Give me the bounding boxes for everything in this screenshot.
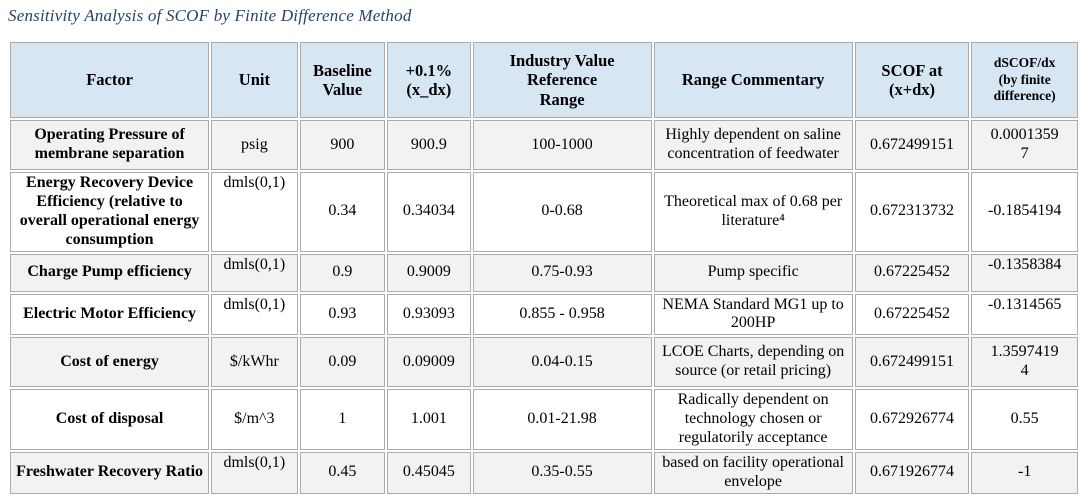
cell-scof: 0.672926774: [854, 389, 970, 450]
cell-range: 0.01-21.98: [472, 389, 652, 450]
cell-factor: Operating Pressure of membrane separatio…: [10, 120, 210, 170]
cell-plus: 1.001: [387, 389, 471, 450]
cell-baseline: 1: [299, 389, 386, 450]
cell-scof: 0.672499151: [854, 120, 970, 170]
cell-commentary: based on facility operational envelope: [653, 451, 853, 494]
column-header-scof: SCOF at (x+dx): [854, 42, 970, 118]
cell-plus: 0.34034: [387, 172, 471, 252]
cell-range: 0.855 - 0.958: [472, 293, 652, 336]
cell-factor: Electric Motor Efficiency: [10, 293, 210, 336]
cell-commentary: NEMA Standard MG1 up to 200HP: [653, 293, 853, 336]
cell-factor: Cost of disposal: [10, 389, 210, 450]
cell-factor: Charge Pump efficiency: [10, 253, 210, 292]
cell-baseline: 0.09: [299, 337, 386, 388]
table-row: Cost of disposal $/m^3 1 1.001 0.01-21.98 Rad…: [10, 389, 1078, 450]
cell-unit: $/m^3: [211, 389, 298, 450]
cell-unit: dmls(0,1): [211, 451, 298, 494]
cell-baseline: 0.34: [299, 172, 386, 252]
table-row: Charge Pump efficiency dmls(0,1) 0.9 0.9009…: [10, 253, 1078, 292]
cell-unit: psig: [211, 120, 298, 170]
cell-unit: dmls(0,1): [211, 172, 298, 252]
cell-range: 0.75-0.93: [472, 253, 652, 292]
column-header-unit: Unit: [211, 42, 298, 118]
cell-plus: 900.9: [387, 120, 471, 170]
cell-plus: 0.45045: [387, 451, 471, 494]
table-row: Freshwater Recovery Ratio dmls(0,1) 0.45 0.…: [10, 451, 1078, 494]
cell-scof: 0.67225452: [854, 293, 970, 336]
cell-dscof: -0.1358384: [971, 253, 1078, 292]
cell-commentary: Pump specific: [653, 253, 853, 292]
cell-scof: 0.672313732: [854, 172, 970, 252]
dscof-value: 0.00013597: [990, 126, 1059, 162]
dscof-value: -0.1314565: [988, 295, 1062, 313]
header-row: Factor Unit Baseline Value +0.1% (x_dx) Indu…: [10, 42, 1078, 118]
cell-unit: $/kWhr: [211, 337, 298, 388]
cell-range: 0-0.68: [472, 172, 652, 252]
cell-dscof: 0.00013597: [971, 120, 1078, 170]
cell-scof: 0.672499151: [854, 337, 970, 388]
table-row: Energy Recovery Device Efficiency (relat…: [10, 172, 1078, 252]
cell-commentary: Radically dependent on technology chosen…: [653, 389, 853, 450]
cell-baseline: 0.45: [299, 451, 386, 494]
column-header-range: Industry Value Reference Range: [472, 42, 652, 118]
cell-scof: 0.671926774: [854, 451, 970, 494]
cell-baseline: 0.93: [299, 293, 386, 336]
table-row: Electric Motor Efficiency dmls(0,1) 0.93 0.…: [10, 293, 1078, 336]
cell-dscof: -0.1854194: [971, 172, 1078, 252]
dscof-value: -0.1854194: [988, 202, 1062, 220]
cell-range: 0.04-0.15: [472, 337, 652, 388]
cell-baseline: 0.9: [299, 253, 386, 292]
dscof-value: 0.55: [1010, 410, 1039, 428]
column-header-plus: +0.1% (x_dx): [387, 42, 471, 118]
cell-unit: dmls(0,1): [211, 293, 298, 336]
cell-commentary: Highly dependent on saline concentration…: [653, 120, 853, 170]
cell-range: 100-1000: [472, 120, 652, 170]
cell-plus: 0.9009: [387, 253, 471, 292]
cell-commentary: Theoretical max of 0.68 per literature⁴: [653, 172, 853, 252]
cell-factor: Cost of energy: [10, 337, 210, 388]
table-body: Operating Pressure of membrane separatio…: [10, 120, 1078, 494]
sensitivity-table: Factor Unit Baseline Value +0.1% (x_dx) Indu…: [8, 40, 1080, 496]
cell-dscof: 1.35974194: [971, 337, 1078, 388]
cell-unit: dmls(0,1): [211, 253, 298, 292]
column-header-commentary: Range Commentary: [653, 42, 853, 118]
dscof-value: 1.35974194: [990, 343, 1059, 380]
cell-baseline: 900: [299, 120, 386, 170]
cell-plus: 0.93093: [387, 293, 471, 336]
column-header-factor: Factor: [10, 42, 210, 118]
dscof-value: -1: [1018, 463, 1032, 481]
cell-plus: 0.09009: [387, 337, 471, 388]
column-header-dscof: dSCOF/dx (by finite difference): [971, 42, 1078, 118]
cell-factor: Freshwater Recovery Ratio: [10, 451, 210, 494]
cell-dscof: 0.55: [971, 389, 1078, 450]
table-row: Cost of energy $/kWhr 0.09 0.09009 0.04-0.15…: [10, 337, 1078, 388]
table-caption: Sensitivity Analysis of SCOF by Finite D…: [8, 6, 412, 25]
cell-scof: 0.67225452: [854, 253, 970, 292]
cell-factor: Energy Recovery Device Efficiency (relat…: [10, 172, 210, 252]
cell-commentary: LCOE Charts, depending on source (or ret…: [653, 337, 853, 388]
cell-dscof: -1: [971, 451, 1078, 494]
table-row: Operating Pressure of membrane separatio…: [10, 120, 1078, 170]
cell-dscof: -0.1314565: [971, 293, 1078, 336]
cell-range: 0.35-0.55: [472, 451, 652, 494]
dscof-value: -0.1358384: [988, 255, 1062, 273]
column-header-baseline: Baseline Value: [299, 42, 386, 118]
